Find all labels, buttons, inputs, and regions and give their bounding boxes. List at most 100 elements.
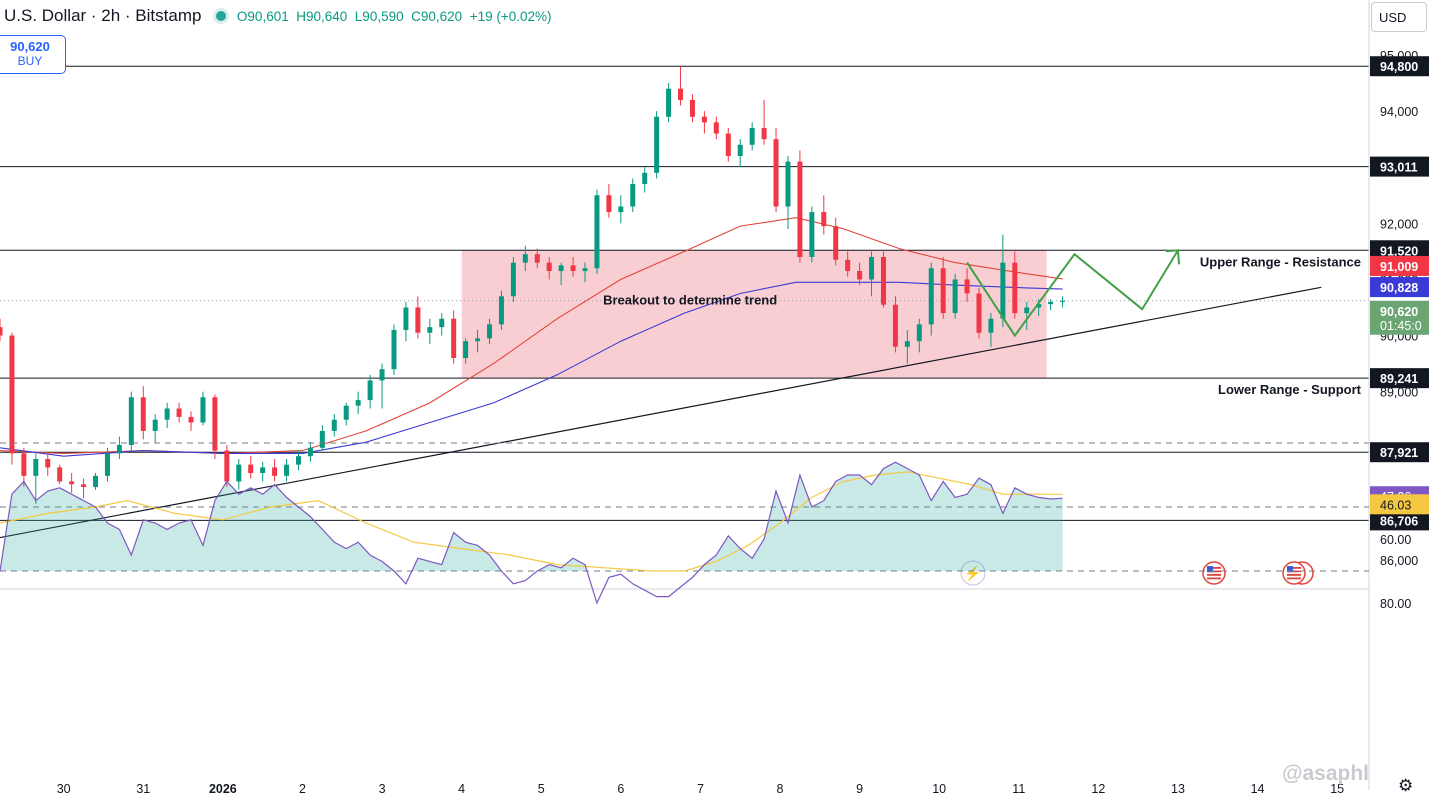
candle[interactable] <box>21 447 27 488</box>
candle[interactable] <box>1048 299 1054 311</box>
gear-icon[interactable]: ⚙ <box>1398 776 1414 795</box>
candle[interactable] <box>140 386 146 440</box>
candle[interactable] <box>1012 251 1018 319</box>
candle[interactable] <box>534 248 540 269</box>
candle[interactable] <box>964 268 970 302</box>
candle[interactable] <box>809 206 815 263</box>
candle[interactable] <box>845 251 851 277</box>
level-price-badge[interactable]: 87,921 <box>1370 442 1429 463</box>
candle[interactable] <box>666 83 672 123</box>
buy-button[interactable]: 90,620 BUY <box>0 35 66 74</box>
candle[interactable] <box>892 296 898 353</box>
candle[interactable] <box>618 195 624 224</box>
candle[interactable] <box>988 313 994 347</box>
candle[interactable] <box>379 363 385 409</box>
candle[interactable] <box>200 391 206 426</box>
currency-button[interactable]: USD <box>1371 2 1427 32</box>
candle[interactable] <box>128 391 134 451</box>
symbol-header[interactable]: U.S. Dollar · 2h · Bitstamp O90,601 H90,… <box>4 6 552 26</box>
candle[interactable] <box>236 459 242 490</box>
candle[interactable] <box>785 156 791 229</box>
candle[interactable] <box>916 318 922 353</box>
candle[interactable] <box>164 402 170 429</box>
candle[interactable] <box>642 167 648 193</box>
lightning-event-icon[interactable]: ⚡ <box>960 560 986 586</box>
candle[interactable] <box>319 425 325 451</box>
candle[interactable] <box>188 411 194 431</box>
candle[interactable] <box>904 329 910 364</box>
candle[interactable] <box>224 444 230 488</box>
candle[interactable] <box>260 461 266 482</box>
candle[interactable] <box>307 442 313 462</box>
candle[interactable] <box>630 178 636 213</box>
candle[interactable] <box>212 394 218 459</box>
candle[interactable] <box>81 478 87 499</box>
candle[interactable] <box>355 391 361 415</box>
candle[interactable] <box>880 251 886 308</box>
candle[interactable] <box>498 290 504 330</box>
candle[interactable] <box>1060 296 1066 308</box>
level-price-badge[interactable]: 91,520 <box>1370 240 1429 261</box>
candle[interactable] <box>749 122 755 151</box>
us-flag-event-icon[interactable] <box>1202 561 1226 585</box>
candle[interactable] <box>0 318 3 342</box>
candle[interactable] <box>522 245 528 272</box>
candle[interactable] <box>415 296 421 339</box>
candle[interactable] <box>570 257 576 277</box>
candle[interactable] <box>391 324 397 375</box>
level-price-badge[interactable]: 94,800 <box>1370 56 1429 77</box>
candle[interactable] <box>284 459 290 482</box>
candle[interactable] <box>582 262 588 283</box>
trend-line[interactable] <box>0 286 1322 539</box>
candle[interactable] <box>104 447 110 482</box>
candle[interactable] <box>1024 301 1030 330</box>
candle[interactable] <box>558 262 564 286</box>
level-price-badge[interactable]: 86,706 <box>1370 510 1429 531</box>
candle[interactable] <box>857 262 863 286</box>
candle[interactable] <box>821 195 827 235</box>
level-price-badge[interactable]: 89,241 <box>1370 368 1429 389</box>
candle[interactable] <box>546 257 552 280</box>
candle[interactable] <box>45 453 51 476</box>
level-price-badge[interactable]: 93,011 <box>1370 156 1429 177</box>
candle[interactable] <box>439 313 445 336</box>
candle[interactable] <box>833 217 839 266</box>
candle[interactable] <box>928 262 934 336</box>
candle[interactable] <box>713 116 719 140</box>
candle[interactable] <box>510 257 516 302</box>
candle[interactable] <box>475 329 481 353</box>
candle[interactable] <box>9 332 15 465</box>
candle[interactable] <box>116 436 122 459</box>
candle[interactable] <box>451 310 457 364</box>
candle[interactable] <box>403 301 409 342</box>
candle[interactable] <box>869 251 875 297</box>
candle[interactable] <box>152 414 158 443</box>
projection-path[interactable] <box>966 249 1179 338</box>
candle[interactable] <box>773 127 779 213</box>
candle[interactable] <box>176 402 182 423</box>
candle[interactable] <box>93 473 99 490</box>
candle[interactable] <box>343 402 349 426</box>
candle[interactable] <box>689 94 695 123</box>
candle[interactable] <box>248 456 254 479</box>
candle[interactable] <box>654 111 660 179</box>
candle[interactable] <box>737 139 743 168</box>
candle[interactable] <box>678 66 684 106</box>
candle[interactable] <box>295 450 301 471</box>
us-flag-event-icon[interactable] <box>1282 561 1314 585</box>
candle[interactable] <box>725 127 731 162</box>
candle[interactable] <box>463 338 469 364</box>
candle[interactable] <box>33 453 39 504</box>
candle[interactable] <box>797 150 803 263</box>
candle[interactable] <box>427 318 433 344</box>
candle[interactable] <box>976 287 982 339</box>
candle[interactable] <box>940 257 946 319</box>
candle[interactable] <box>761 99 767 145</box>
candle[interactable] <box>57 464 63 485</box>
candle[interactable] <box>367 374 373 409</box>
candle[interactable] <box>1000 234 1006 328</box>
candle[interactable] <box>701 111 707 134</box>
candle[interactable] <box>331 414 337 437</box>
candle[interactable] <box>272 459 278 482</box>
